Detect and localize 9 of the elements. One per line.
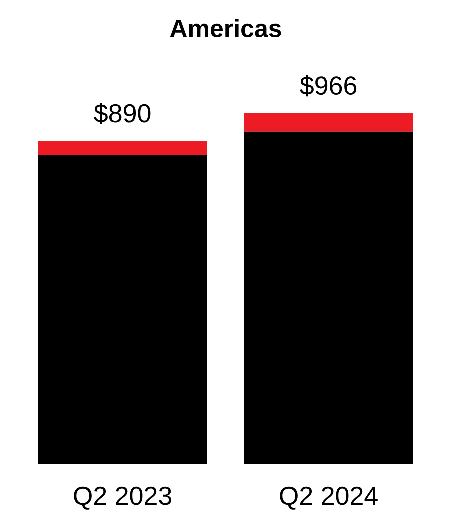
chart-title: Americas <box>170 19 282 38</box>
annotation: $966 <box>300 76 357 97</box>
x-tick-label: Q2 2024 <box>280 486 378 510</box>
x-tick-label: Q2 2023 <box>74 486 172 510</box>
annotation: $890 <box>94 103 151 124</box>
bar <box>244 113 414 132</box>
bar <box>38 141 208 156</box>
bar <box>38 155 208 464</box>
bar <box>244 132 414 464</box>
